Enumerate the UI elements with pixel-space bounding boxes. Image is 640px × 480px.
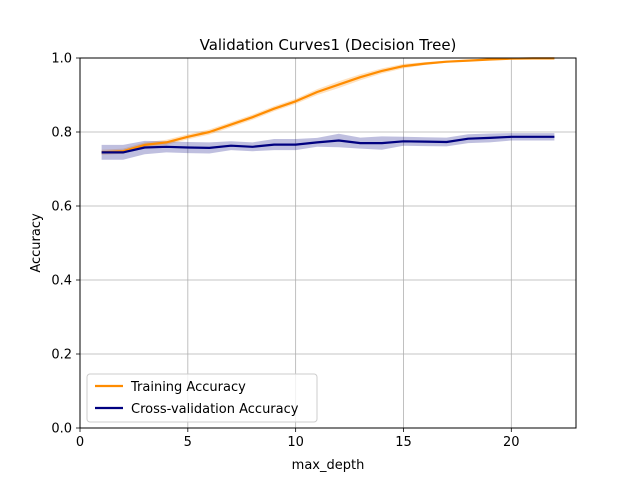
y-tick-label: 0.8 (51, 126, 72, 141)
legend: Training Accuracy Cross-validation Accur… (86, 373, 318, 423)
x-tick-label: 5 (184, 435, 192, 450)
y-tick-label: 0.4 (51, 274, 72, 289)
legend-label-cross-validation: Cross-validation Accuracy (131, 402, 299, 417)
y-tick-label: 1.0 (51, 52, 72, 67)
x-tick-label: 0 (76, 435, 84, 450)
y-tick-label: 0.0 (51, 422, 72, 437)
cross-validation-accuracy-line (101, 135, 555, 154)
chart-title: Validation Curves1 (Decision Tree) (200, 36, 457, 54)
legend-box (86, 373, 318, 423)
cross-validation-accuracy-band (101, 133, 555, 160)
x-axis-title: max_depth (292, 458, 365, 473)
series-lines (101, 57, 555, 154)
training-accuracy-line (101, 57, 555, 154)
y-axis-title: Accuracy (29, 213, 44, 273)
x-tick-label: 15 (395, 435, 412, 450)
legend-label-training: Training Accuracy (130, 380, 246, 395)
plot-area-frame (79, 57, 577, 429)
x-axis-ticks: 0 5 10 15 20 (76, 428, 520, 450)
x-tick-label: 20 (503, 435, 520, 450)
y-axis-ticks: 0.0 0.2 0.4 0.6 0.8 1.0 (51, 52, 80, 437)
x-tick-label: 10 (287, 435, 304, 450)
y-tick-label: 0.2 (51, 348, 72, 363)
y-tick-label: 0.6 (51, 200, 72, 215)
